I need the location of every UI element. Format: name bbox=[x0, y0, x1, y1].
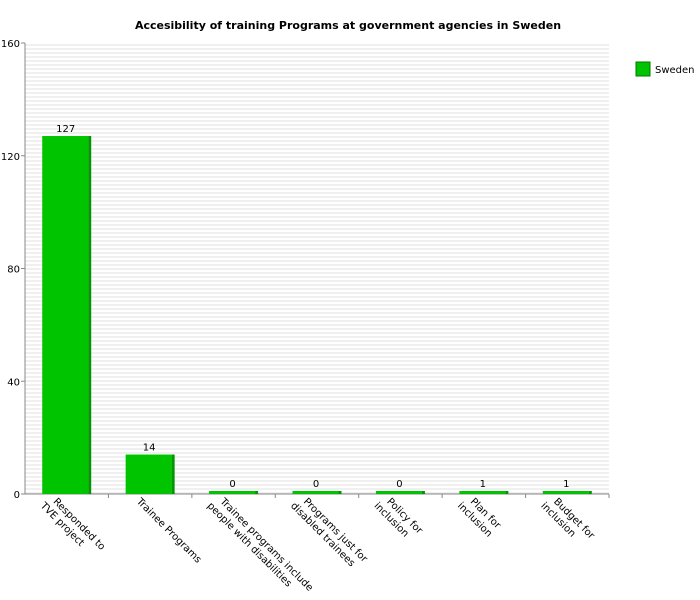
category-label-line: people with disabilities bbox=[205, 501, 294, 590]
bar-shade bbox=[588, 491, 592, 494]
y-tick-label: 120 bbox=[1, 152, 20, 163]
category-label: Plan forinclusion bbox=[455, 492, 503, 540]
category-label: Policy forinclusion bbox=[372, 492, 425, 545]
bar bbox=[542, 491, 589, 494]
category-label: Budget forinclusion bbox=[538, 492, 597, 551]
x-axis: Responded toTVE project Trainee Programs T… bbox=[25, 491, 610, 594]
bar-shade bbox=[171, 454, 175, 494]
bar-series: 127 14 0 0 0 1 1 bbox=[42, 124, 592, 495]
bar bbox=[375, 491, 422, 494]
bar-group bbox=[375, 491, 425, 494]
bar-group bbox=[292, 491, 342, 494]
category-label: Responded toTVE project bbox=[37, 491, 107, 561]
data-label: 0 bbox=[313, 479, 319, 490]
bar bbox=[292, 491, 339, 494]
data-label: 1 bbox=[563, 479, 569, 490]
category-label: Trainee Programs bbox=[133, 496, 203, 566]
legend: Sweden bbox=[635, 61, 695, 77]
y-tick-label: 160 bbox=[1, 39, 20, 50]
bar bbox=[209, 491, 256, 494]
legend-label: Sweden bbox=[655, 65, 695, 76]
bar-shade bbox=[421, 491, 425, 494]
bar-group bbox=[209, 491, 259, 494]
data-label: 14 bbox=[143, 443, 156, 454]
data-label: 0 bbox=[229, 479, 235, 490]
y-tick-label: 0 bbox=[14, 490, 20, 501]
bar bbox=[459, 491, 506, 494]
data-label: 1 bbox=[480, 479, 486, 490]
bar-group bbox=[459, 491, 509, 494]
bar-shade bbox=[338, 491, 342, 494]
chart-title: Accesibility of training Programs at gov… bbox=[135, 19, 561, 32]
legend-swatch bbox=[635, 61, 651, 77]
bar-group bbox=[542, 491, 592, 494]
bar-group bbox=[42, 136, 92, 495]
y-tick-label: 40 bbox=[7, 377, 20, 388]
bar-shade bbox=[88, 136, 92, 495]
data-label: 127 bbox=[56, 124, 75, 135]
plot-background bbox=[25, 43, 609, 494]
category-label-line: Trainee Programs bbox=[133, 496, 203, 566]
category-label: Programs just fordisabled trainees bbox=[288, 492, 370, 574]
bar bbox=[125, 454, 172, 494]
bar bbox=[42, 136, 89, 495]
bar-group bbox=[125, 454, 175, 494]
bar-shade bbox=[255, 491, 259, 494]
y-tick-label: 80 bbox=[7, 265, 20, 276]
data-label: 0 bbox=[396, 479, 402, 490]
y-axis: 0 40 80 120 160 bbox=[1, 39, 26, 501]
bar-shade bbox=[505, 491, 509, 494]
